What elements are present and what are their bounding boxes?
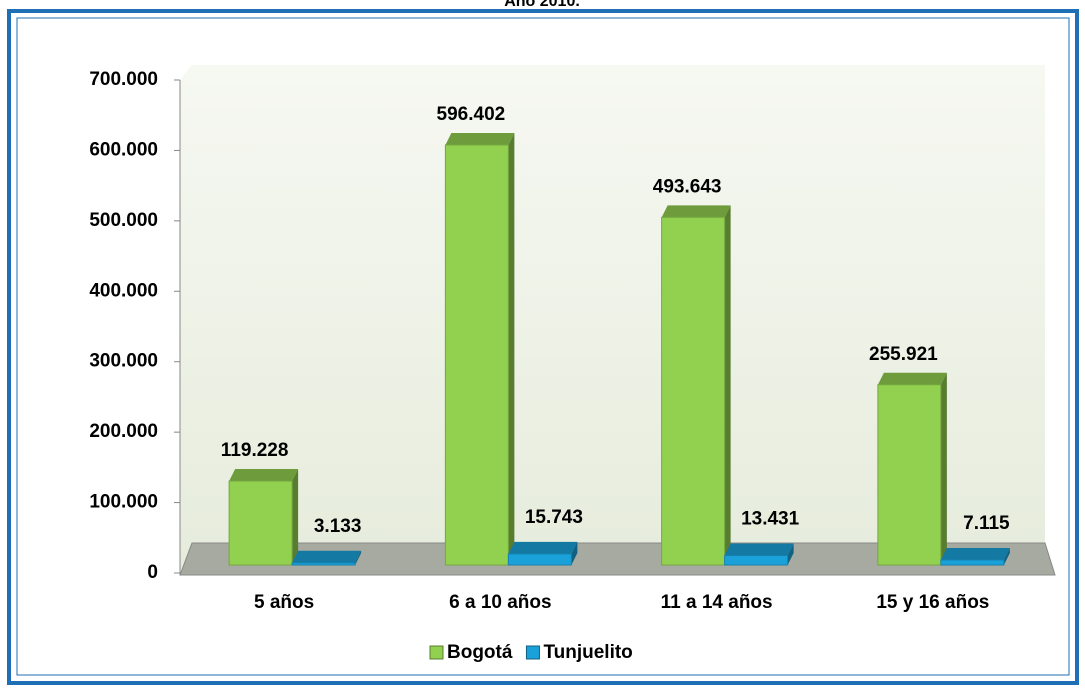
bar xyxy=(228,480,293,566)
bar-top xyxy=(292,550,362,563)
legend-swatch xyxy=(525,645,540,660)
bar-side xyxy=(571,541,578,565)
data-label: 3.133 xyxy=(314,516,362,537)
bar-side xyxy=(355,550,362,565)
y-tick-label: 200.000 xyxy=(89,421,158,442)
bar-side xyxy=(724,205,731,565)
chart-title: Año 2010. xyxy=(504,0,580,10)
bar-side xyxy=(508,132,515,565)
y-tick-label: 500.000 xyxy=(89,210,158,231)
y-tick-label: 400.000 xyxy=(89,280,158,301)
bar xyxy=(877,384,942,566)
data-label: 119.228 xyxy=(221,440,289,461)
legend-label: Bogotá xyxy=(447,642,513,663)
y-tick-label: 300.000 xyxy=(89,351,158,372)
legend-swatch xyxy=(429,645,444,660)
data-label: 15.743 xyxy=(525,507,583,528)
data-label: 493.643 xyxy=(653,176,722,197)
bar-side xyxy=(292,469,299,565)
bar-top xyxy=(661,205,731,218)
bar xyxy=(444,144,509,566)
bar-side xyxy=(787,543,794,565)
y-tick-label: 600.000 xyxy=(89,139,158,160)
bar xyxy=(724,555,789,566)
bar-top xyxy=(940,547,1010,560)
bar xyxy=(940,559,1005,566)
data-label: 7.115 xyxy=(963,513,1010,534)
bar-top xyxy=(877,372,947,385)
frame xyxy=(7,9,1079,685)
y-tick-label: 0 xyxy=(147,562,158,583)
data-label: 596.402 xyxy=(437,104,506,125)
x-tick-label: 11 a 14 años xyxy=(661,592,773,613)
bar xyxy=(291,562,356,566)
legend: Bogotá Tunjuelito xyxy=(429,642,633,663)
bar xyxy=(661,216,726,566)
bar-top xyxy=(508,541,578,554)
back-wall xyxy=(180,65,1045,573)
x-tick-label: 15 y 16 años xyxy=(876,592,989,613)
x-tick-label: 5 años xyxy=(254,592,314,613)
legend-label: Tunjuelito xyxy=(543,642,632,663)
y-tick-label: 700.000 xyxy=(89,69,158,90)
x-tick-label: 6 a 10 años xyxy=(449,592,551,613)
bar-top xyxy=(724,543,794,556)
bar-side xyxy=(940,372,947,565)
y-tick-label: 100.000 xyxy=(89,492,158,513)
bar xyxy=(507,553,572,566)
data-label: 13.431 xyxy=(741,509,800,530)
bar-side xyxy=(1003,547,1010,565)
frame-inner xyxy=(16,17,1070,676)
bar-top xyxy=(229,469,299,482)
bar-top xyxy=(445,132,515,145)
data-label: 255.921 xyxy=(869,344,938,365)
